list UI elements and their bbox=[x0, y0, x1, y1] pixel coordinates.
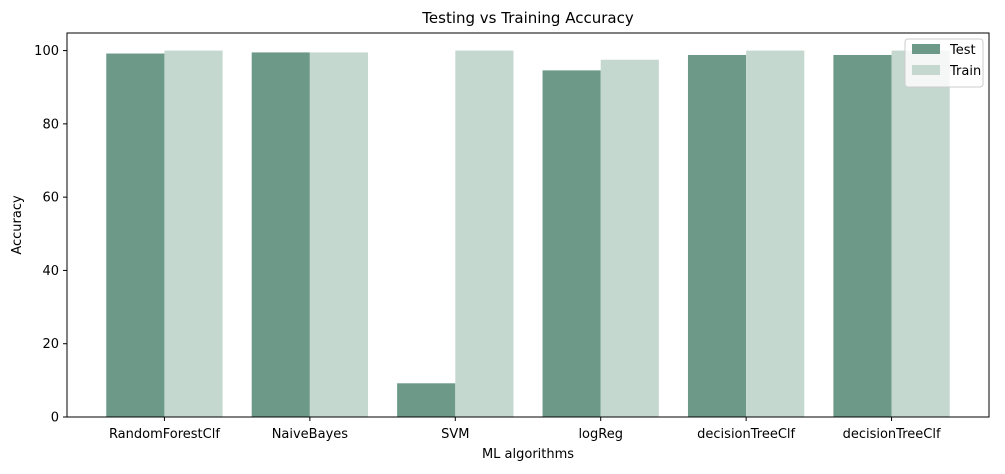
plot-frame bbox=[66, 32, 990, 418]
legend-swatch-train bbox=[912, 65, 940, 75]
x-tick-label: NaiveBayes bbox=[272, 427, 349, 442]
y-axis: 0 20 40 60 80 100 bbox=[34, 44, 67, 426]
bar-test-5 bbox=[833, 54, 892, 417]
x-axis: RandomForestClf NaiveBayes SVM logReg decisi… bbox=[109, 417, 941, 442]
y-tick-label: 60 bbox=[42, 191, 59, 206]
legend-label-test: Test bbox=[949, 43, 976, 58]
y-tick-label: 20 bbox=[42, 337, 59, 352]
x-tick-label: decisionTreeClf bbox=[843, 427, 941, 442]
bar-test-3 bbox=[542, 70, 601, 418]
x-axis-label: ML algorithms bbox=[482, 447, 574, 462]
bar-train-1 bbox=[309, 52, 369, 418]
x-tick-label: RandomForestClf bbox=[109, 427, 220, 442]
y-tick-label: 0 bbox=[51, 411, 59, 426]
bar-test-4 bbox=[687, 54, 747, 417]
bar-train-4 bbox=[746, 50, 805, 418]
bar-train-3 bbox=[600, 59, 659, 417]
chart-title: Testing vs Training Accuracy bbox=[421, 9, 634, 27]
bar-test-1 bbox=[251, 52, 310, 418]
bar-test-2 bbox=[397, 383, 456, 417]
bar-train-0 bbox=[164, 50, 223, 418]
x-tick-label: SVM bbox=[441, 427, 469, 442]
x-tick-label: decisionTreeClf bbox=[697, 427, 795, 442]
y-tick-label: 40 bbox=[42, 264, 59, 279]
bar-train-2 bbox=[455, 50, 514, 418]
x-tick-label: logReg bbox=[578, 427, 623, 442]
legend-label-train: Train bbox=[949, 64, 981, 79]
legend-swatch-test bbox=[912, 44, 940, 54]
bars-layer bbox=[106, 50, 950, 418]
y-axis-label: Accuracy bbox=[10, 195, 25, 255]
bar-train-5 bbox=[891, 50, 950, 418]
y-tick-label: 80 bbox=[42, 117, 59, 132]
legend: Test Train bbox=[904, 38, 984, 88]
y-tick-label: 100 bbox=[34, 44, 59, 59]
bar-test-0 bbox=[106, 53, 165, 418]
